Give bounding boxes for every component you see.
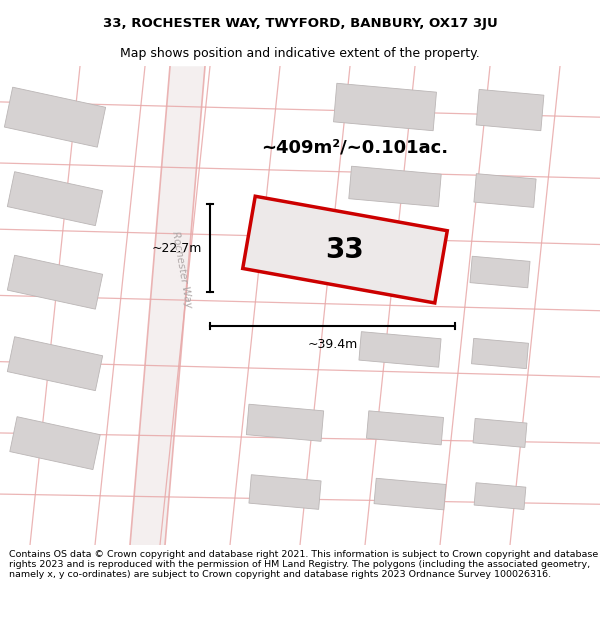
Polygon shape (10, 417, 100, 469)
Polygon shape (334, 83, 436, 131)
Polygon shape (247, 404, 323, 441)
Polygon shape (473, 419, 527, 447)
Text: Map shows position and indicative extent of the property.: Map shows position and indicative extent… (120, 46, 480, 59)
Polygon shape (367, 411, 443, 445)
Text: 33: 33 (326, 236, 364, 264)
Polygon shape (249, 475, 321, 509)
Polygon shape (470, 256, 530, 288)
Polygon shape (349, 166, 441, 207)
Text: ~22.7m: ~22.7m (152, 242, 202, 254)
Polygon shape (4, 88, 106, 147)
Polygon shape (472, 338, 529, 369)
Text: Rochester Way: Rochester Way (170, 231, 194, 309)
Polygon shape (359, 332, 441, 367)
Polygon shape (474, 482, 526, 509)
Polygon shape (7, 337, 103, 391)
Polygon shape (7, 255, 103, 309)
Polygon shape (243, 196, 447, 303)
Polygon shape (476, 89, 544, 131)
Polygon shape (352, 249, 439, 287)
Polygon shape (130, 66, 205, 545)
Polygon shape (374, 478, 446, 510)
Text: ~409m²/~0.101ac.: ~409m²/~0.101ac. (262, 139, 449, 157)
Text: ~39.4m: ~39.4m (307, 338, 358, 351)
Text: Contains OS data © Crown copyright and database right 2021. This information is : Contains OS data © Crown copyright and d… (9, 549, 598, 579)
Polygon shape (7, 172, 103, 226)
Polygon shape (474, 174, 536, 208)
Text: 33, ROCHESTER WAY, TWYFORD, BANBURY, OX17 3JU: 33, ROCHESTER WAY, TWYFORD, BANBURY, OX1… (103, 16, 497, 29)
